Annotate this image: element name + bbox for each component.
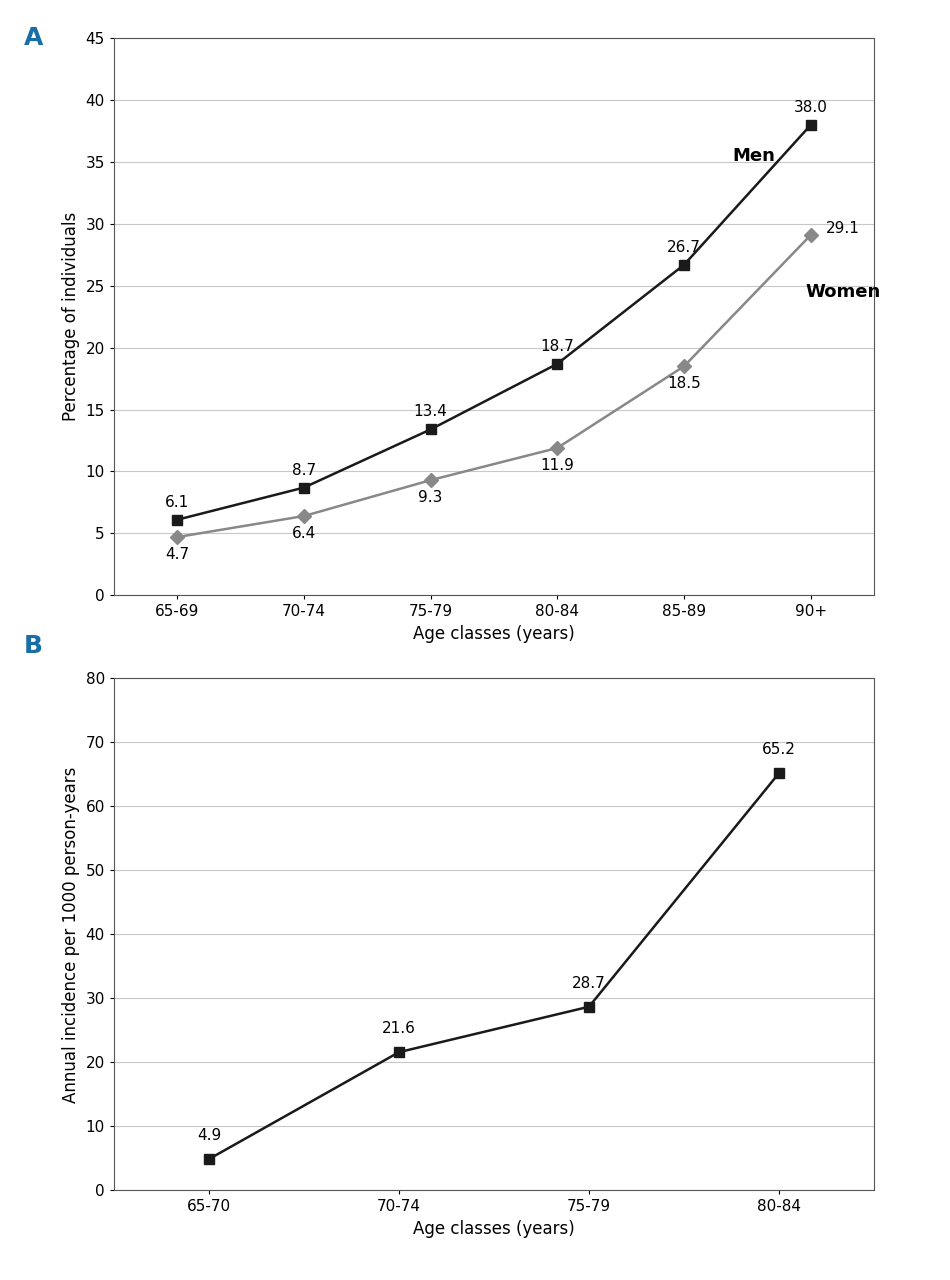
Text: 26.7: 26.7 xyxy=(667,239,701,255)
Text: 4.9: 4.9 xyxy=(197,1128,221,1143)
Text: 29.1: 29.1 xyxy=(826,221,860,237)
Y-axis label: Percentage of individuals: Percentage of individuals xyxy=(62,212,80,421)
X-axis label: Age classes (years): Age classes (years) xyxy=(413,1220,575,1238)
Text: 65.2: 65.2 xyxy=(762,742,796,756)
Text: 18.7: 18.7 xyxy=(541,339,574,353)
X-axis label: Age classes (years): Age classes (years) xyxy=(413,625,575,643)
Text: 21.6: 21.6 xyxy=(382,1021,416,1037)
Text: 13.4: 13.4 xyxy=(414,404,447,420)
Text: Women: Women xyxy=(805,283,881,301)
Text: 28.7: 28.7 xyxy=(572,975,606,991)
Text: A: A xyxy=(24,26,43,50)
Text: 8.7: 8.7 xyxy=(292,462,316,477)
Text: 18.5: 18.5 xyxy=(667,376,701,392)
Text: Men: Men xyxy=(732,147,775,165)
Text: 11.9: 11.9 xyxy=(541,458,574,472)
Text: 6.1: 6.1 xyxy=(165,495,189,509)
Text: 38.0: 38.0 xyxy=(794,100,827,115)
Y-axis label: Annual incidence per 1000 person-years: Annual incidence per 1000 person-years xyxy=(62,767,80,1102)
Text: 6.4: 6.4 xyxy=(292,526,316,541)
Text: 4.7: 4.7 xyxy=(165,547,189,562)
Text: B: B xyxy=(24,634,43,658)
Text: 9.3: 9.3 xyxy=(419,490,443,506)
